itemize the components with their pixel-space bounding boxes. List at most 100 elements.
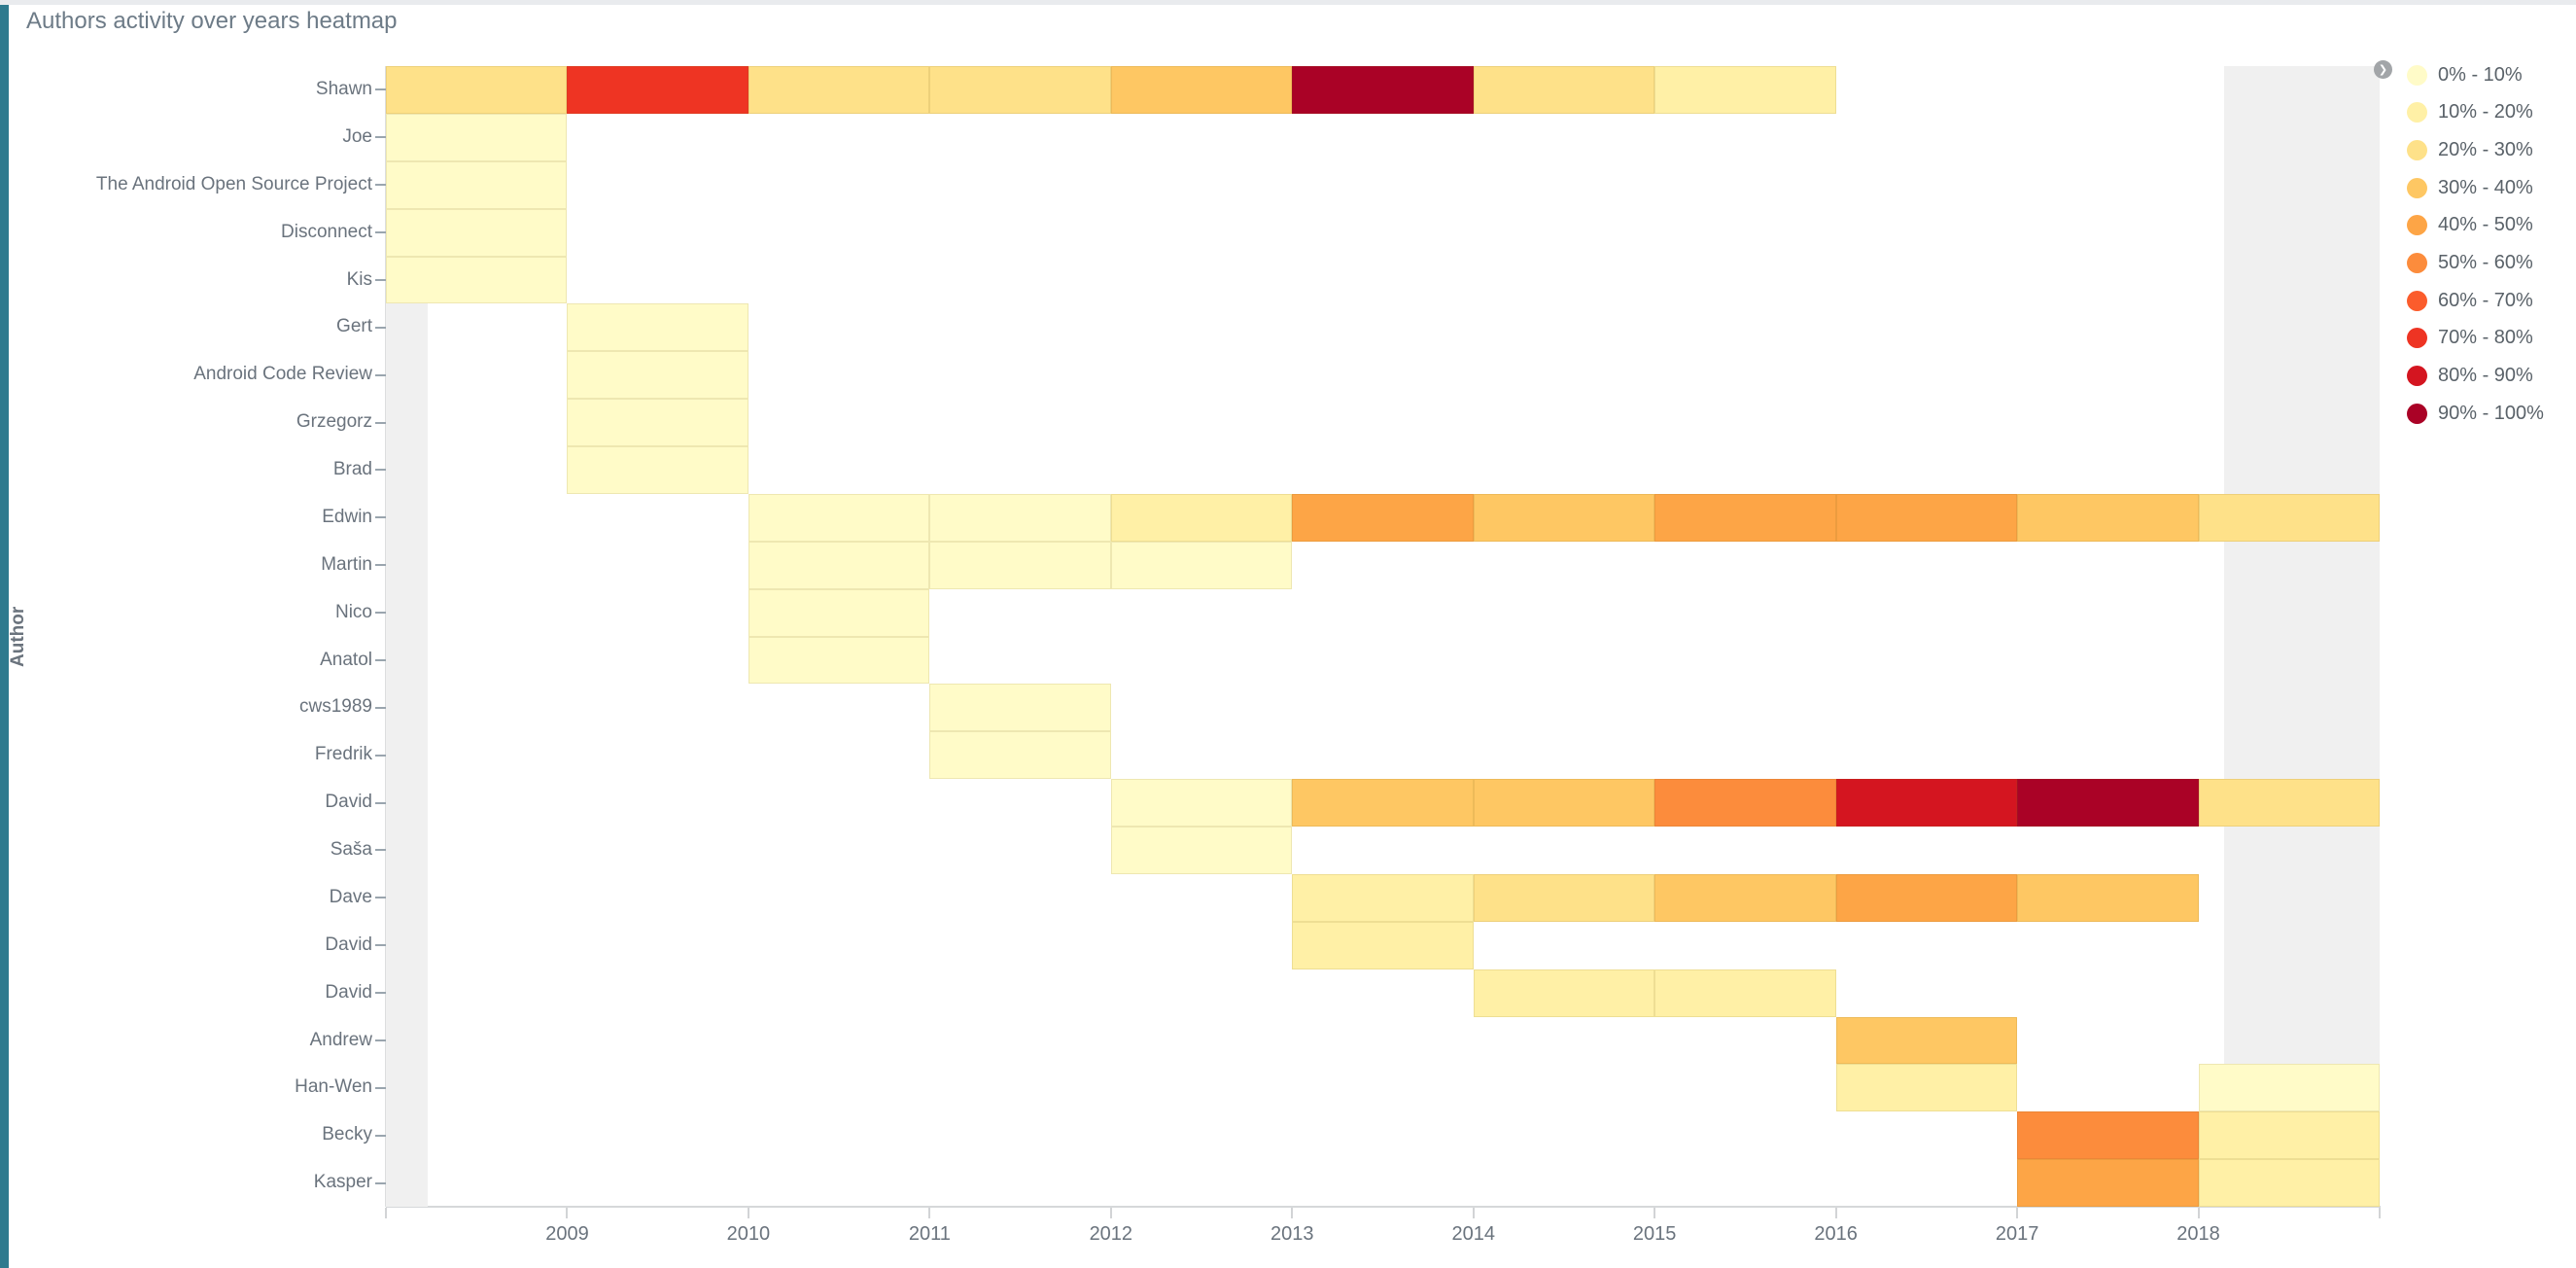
- author-label: Dave: [329, 886, 372, 907]
- legend-label: 90% - 100%: [2438, 402, 2544, 424]
- heatmap-cell[interactable]: [1110, 66, 1293, 114]
- heatmap-cell[interactable]: [929, 731, 1111, 780]
- heatmap-cell[interactable]: [748, 493, 930, 542]
- heatmap-cell[interactable]: [1292, 921, 1474, 969]
- legend-color-dot: [2407, 328, 2427, 349]
- y-tick-mark: [375, 849, 386, 852]
- heatmap-cell[interactable]: [1292, 873, 1474, 922]
- heatmap-cell[interactable]: [386, 208, 568, 257]
- heatmap-cell[interactable]: [1110, 541, 1293, 589]
- heatmap-cell[interactable]: [1110, 779, 1293, 827]
- legend-item[interactable]: 80% - 90%: [2407, 365, 2533, 387]
- heatmap-cell[interactable]: [1292, 66, 1474, 114]
- heatmap-cell[interactable]: [1654, 493, 1836, 542]
- legend-item[interactable]: 20% - 30%: [2407, 139, 2533, 160]
- legend-label: 40% - 50%: [2438, 214, 2533, 236]
- y-tick-mark: [375, 421, 386, 424]
- x-tick-mark: [1654, 1208, 1656, 1218]
- author-label: Gert: [336, 316, 372, 337]
- x-axis-line: [386, 1206, 2381, 1208]
- heatmap-cell[interactable]: [2017, 779, 2199, 827]
- legend-item[interactable]: 70% - 80%: [2407, 327, 2533, 349]
- author-label: David: [325, 981, 372, 1003]
- heatmap-cell[interactable]: [748, 66, 930, 114]
- y-tick-mark: [375, 658, 386, 661]
- legend-item[interactable]: 60% - 70%: [2407, 290, 2533, 311]
- heatmap-cell[interactable]: [1835, 1064, 2018, 1112]
- heatmap-cell[interactable]: [929, 493, 1111, 542]
- x-tick-mark: [747, 1208, 749, 1218]
- heatmap-cell[interactable]: [386, 160, 568, 209]
- x-tick-mark: [385, 1208, 387, 1218]
- heatmap-cell[interactable]: [1473, 969, 1655, 1017]
- heatmap-cell[interactable]: [386, 256, 568, 304]
- author-label: Martin: [321, 553, 372, 575]
- heatmap-cell[interactable]: [2017, 1159, 2199, 1207]
- heatmap-cell[interactable]: [1654, 969, 1836, 1017]
- heatmap-cell[interactable]: [2017, 493, 2199, 542]
- heatmap-cell[interactable]: [748, 588, 930, 637]
- heatmap-cell[interactable]: [2017, 873, 2199, 922]
- legend-item[interactable]: 90% - 100%: [2407, 403, 2544, 424]
- legend-toggle-button[interactable]: ❯: [2374, 60, 2392, 79]
- heatmap-cell[interactable]: [2198, 493, 2380, 542]
- heatmap-cell[interactable]: [567, 351, 748, 400]
- x-tick-mark: [2197, 1208, 2200, 1218]
- legend-color-dot: [2407, 366, 2427, 387]
- heatmap-cell[interactable]: [1835, 1016, 2018, 1065]
- panel-selected-border: [0, 5, 9, 1268]
- author-label: Shawn: [315, 79, 372, 99]
- y-tick-mark: [375, 469, 386, 472]
- heatmap-cell[interactable]: [1292, 493, 1474, 542]
- x-tick-mark: [566, 1208, 569, 1218]
- legend-item[interactable]: 0% - 10%: [2407, 64, 2523, 86]
- legend-item[interactable]: 30% - 40%: [2407, 177, 2533, 198]
- heatmap-cell[interactable]: [1654, 779, 1836, 827]
- heatmap-cell[interactable]: [1654, 873, 1836, 922]
- heatmap-cell[interactable]: [2198, 779, 2380, 827]
- heatmap-cell[interactable]: [2198, 1159, 2380, 1207]
- legend-item[interactable]: 10% - 20%: [2407, 101, 2533, 123]
- x-tick-mark: [1472, 1208, 1475, 1218]
- heatmap-cell[interactable]: [567, 446, 748, 494]
- heatmap-cell[interactable]: [2198, 1064, 2380, 1112]
- legend-color-dot: [2407, 403, 2427, 424]
- heatmap-cell[interactable]: [929, 541, 1111, 589]
- y-tick-mark: [375, 897, 386, 899]
- heatmap-cell[interactable]: [1473, 493, 1655, 542]
- heatmap-cell[interactable]: [1473, 873, 1655, 922]
- y-tick-mark: [375, 1181, 386, 1184]
- heatmap-cell[interactable]: [1110, 827, 1293, 874]
- heatmap-cell[interactable]: [748, 541, 930, 589]
- heatmap-cell[interactable]: [929, 684, 1111, 732]
- heatmap-cell[interactable]: [386, 113, 568, 161]
- heatmap-cell[interactable]: [1473, 779, 1655, 827]
- legend-item[interactable]: 40% - 50%: [2407, 214, 2533, 236]
- x-tick-label: 2010: [726, 1223, 771, 1245]
- heatmap-cell[interactable]: [386, 66, 568, 114]
- heatmap-cell[interactable]: [567, 66, 748, 114]
- heatmap-cell[interactable]: [1110, 493, 1293, 542]
- heatmap-cell[interactable]: [1835, 873, 2018, 922]
- legend-label: 70% - 80%: [2438, 327, 2533, 349]
- author-label: Kis: [346, 268, 372, 290]
- heatmap-cell[interactable]: [748, 636, 930, 685]
- x-tick-label: 2015: [1632, 1223, 1677, 1245]
- legend-label: 50% - 60%: [2438, 252, 2533, 273]
- heatmap-cell[interactable]: [567, 399, 748, 446]
- y-tick-mark: [375, 801, 386, 804]
- author-label: Grzegorz: [296, 411, 372, 433]
- heatmap-cell[interactable]: [567, 303, 748, 352]
- heatmap-cell[interactable]: [1835, 493, 2018, 542]
- heatmap-cell[interactable]: [1654, 66, 1836, 114]
- heatmap-cell[interactable]: [1292, 779, 1474, 827]
- heatmap-cell[interactable]: [2017, 1111, 2199, 1160]
- y-tick-mark: [375, 706, 386, 709]
- heatmap-cell[interactable]: [1835, 779, 2018, 827]
- heatmap-cell[interactable]: [1473, 66, 1655, 114]
- x-tick-label: 2014: [1451, 1223, 1495, 1245]
- author-label: Brad: [332, 459, 372, 479]
- heatmap-cell[interactable]: [2198, 1111, 2380, 1160]
- heatmap-cell[interactable]: [929, 66, 1111, 114]
- legend-item[interactable]: 50% - 60%: [2407, 252, 2533, 274]
